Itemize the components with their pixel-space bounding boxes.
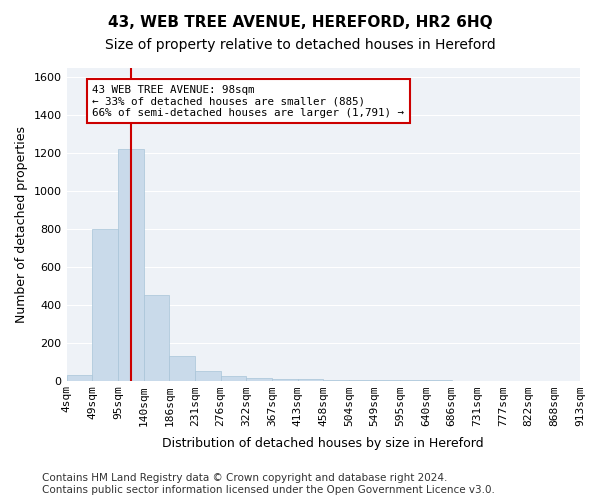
Bar	[195, 371, 221, 380]
Bar	[92, 229, 118, 380]
Bar	[221, 376, 246, 380]
Text: Size of property relative to detached houses in Hereford: Size of property relative to detached ho…	[104, 38, 496, 52]
Bar	[143, 295, 169, 380]
Bar	[298, 379, 323, 380]
Bar	[118, 149, 143, 380]
Bar	[246, 378, 272, 380]
Text: Contains HM Land Registry data © Crown copyright and database right 2024.
Contai: Contains HM Land Registry data © Crown c…	[42, 474, 495, 495]
X-axis label: Distribution of detached houses by size in Hereford: Distribution of detached houses by size …	[163, 437, 484, 450]
Bar	[67, 375, 92, 380]
Bar	[272, 378, 298, 380]
Text: 43 WEB TREE AVENUE: 98sqm
← 33% of detached houses are smaller (885)
66% of semi: 43 WEB TREE AVENUE: 98sqm ← 33% of detac…	[92, 84, 404, 118]
Text: 43, WEB TREE AVENUE, HEREFORD, HR2 6HQ: 43, WEB TREE AVENUE, HEREFORD, HR2 6HQ	[107, 15, 493, 30]
Y-axis label: Number of detached properties: Number of detached properties	[15, 126, 28, 322]
Bar	[169, 356, 195, 380]
